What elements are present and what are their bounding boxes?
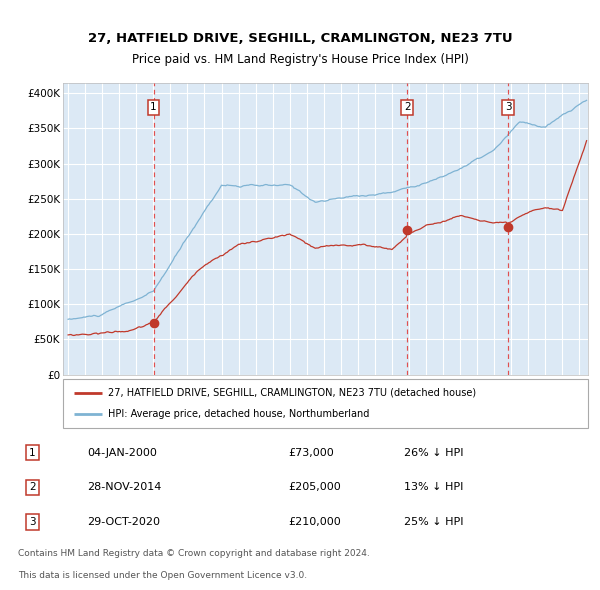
Text: 26% ↓ HPI: 26% ↓ HPI xyxy=(404,448,463,457)
Text: £205,000: £205,000 xyxy=(289,483,341,493)
Text: 27, HATFIELD DRIVE, SEGHILL, CRAMLINGTON, NE23 7TU: 27, HATFIELD DRIVE, SEGHILL, CRAMLINGTON… xyxy=(88,32,512,45)
Text: £73,000: £73,000 xyxy=(289,448,334,457)
Text: £210,000: £210,000 xyxy=(289,517,341,527)
Text: 1: 1 xyxy=(29,448,36,457)
Text: 28-NOV-2014: 28-NOV-2014 xyxy=(87,483,161,493)
Text: 2: 2 xyxy=(404,102,410,112)
Text: 29-OCT-2020: 29-OCT-2020 xyxy=(87,517,160,527)
Text: 13% ↓ HPI: 13% ↓ HPI xyxy=(404,483,463,493)
Text: 1: 1 xyxy=(150,102,157,112)
Text: Contains HM Land Registry data © Crown copyright and database right 2024.: Contains HM Land Registry data © Crown c… xyxy=(18,549,370,558)
Text: This data is licensed under the Open Government Licence v3.0.: This data is licensed under the Open Gov… xyxy=(18,572,307,581)
Text: 04-JAN-2000: 04-JAN-2000 xyxy=(87,448,157,457)
Text: 25% ↓ HPI: 25% ↓ HPI xyxy=(404,517,463,527)
Text: 3: 3 xyxy=(505,102,512,112)
Text: HPI: Average price, detached house, Northumberland: HPI: Average price, detached house, Nort… xyxy=(107,409,369,419)
Text: 2: 2 xyxy=(29,483,36,493)
Text: 27, HATFIELD DRIVE, SEGHILL, CRAMLINGTON, NE23 7TU (detached house): 27, HATFIELD DRIVE, SEGHILL, CRAMLINGTON… xyxy=(107,388,476,398)
Text: Price paid vs. HM Land Registry's House Price Index (HPI): Price paid vs. HM Land Registry's House … xyxy=(131,53,469,65)
FancyBboxPatch shape xyxy=(63,379,588,428)
Text: 3: 3 xyxy=(29,517,36,527)
